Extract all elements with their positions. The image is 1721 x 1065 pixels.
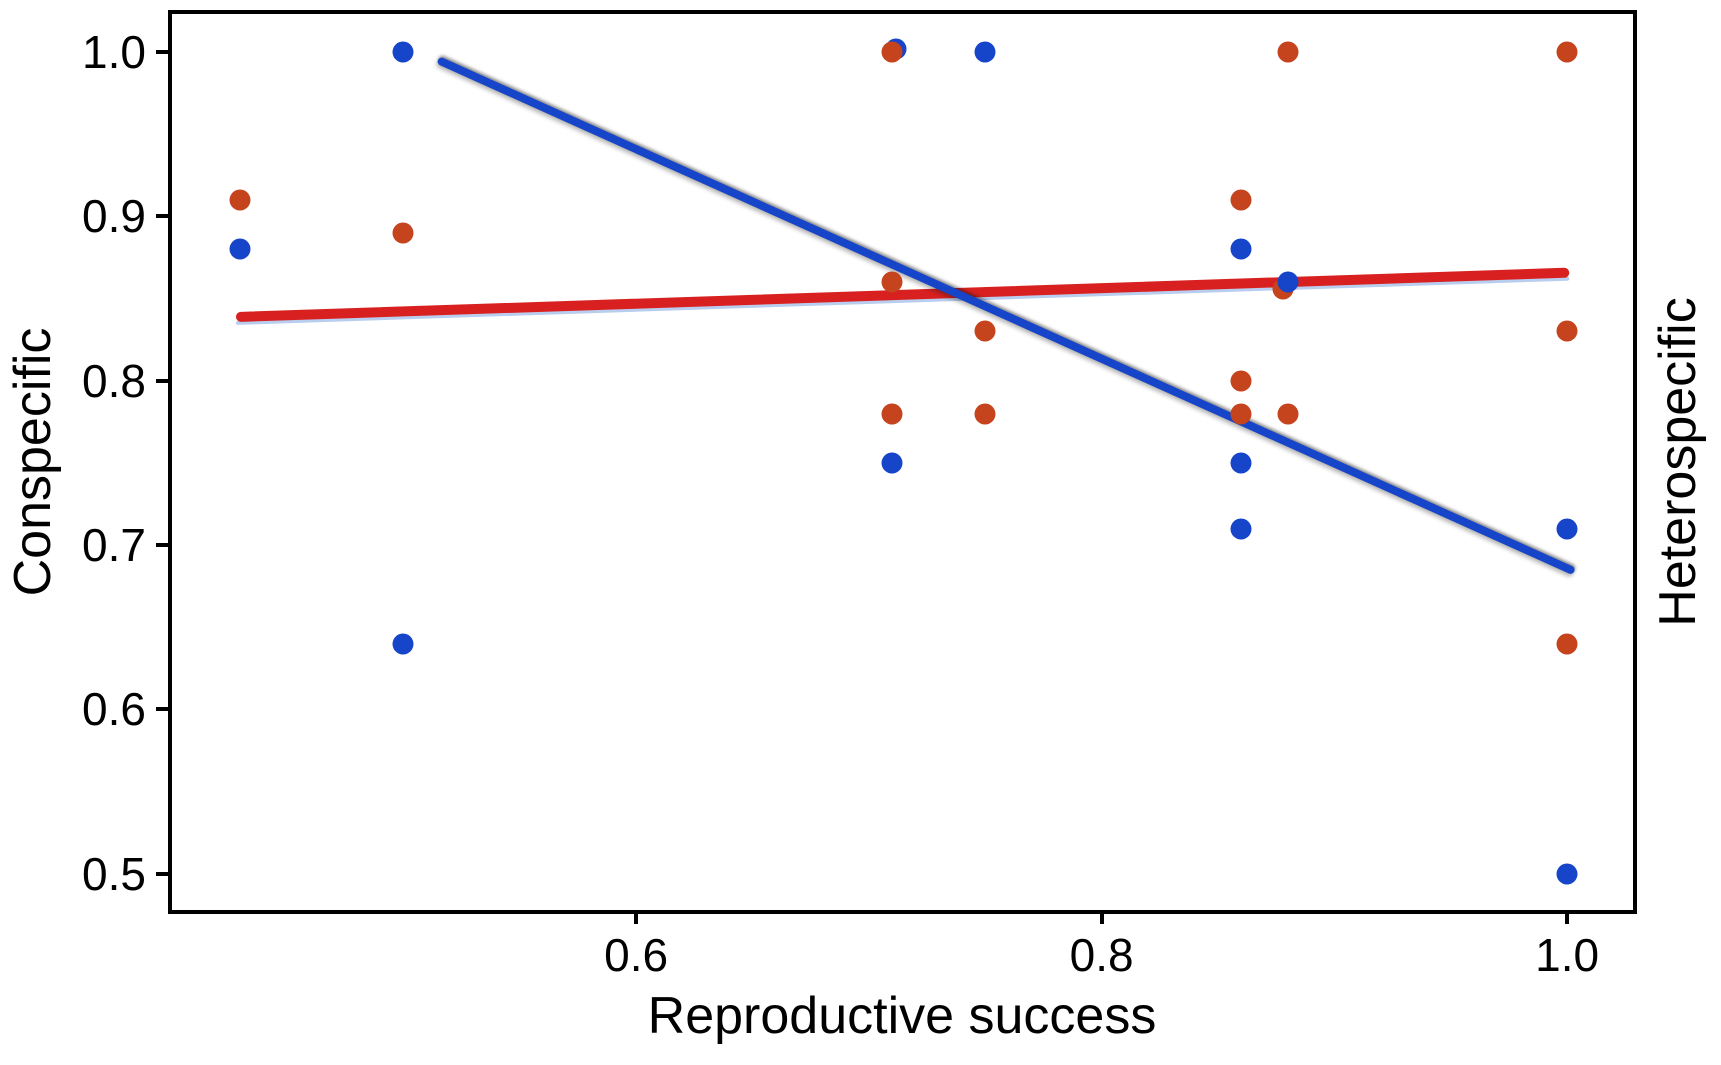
data-point-heterospecific [1230,370,1252,392]
x-tick-mark [1099,910,1104,924]
y-tick-mark [156,49,170,54]
data-point-heterospecific [1230,403,1252,424]
data-point-conspecific [392,41,414,63]
y-tick-mark [156,707,170,712]
x-tick-mark [1565,910,1570,924]
data-point-conspecific [392,633,414,655]
data-point-heterospecific [974,320,996,342]
y-tick-label: 0.7 [82,519,146,572]
data-point-conspecific [1230,452,1252,474]
data-point-conspecific [881,452,903,474]
data-point-conspecific [974,41,996,63]
data-point-heterospecific [1556,41,1578,63]
y-tick-label: 0.5 [82,847,146,900]
y-tick-mark [156,543,170,548]
data-point-conspecific [1277,271,1299,293]
data-point-heterospecific [1556,320,1578,342]
data-point-heterospecific [1230,189,1252,211]
x-axis-label: Reproductive success [647,987,1157,1045]
data-point-conspecific [1556,863,1578,885]
y-tick-label: 0.8 [82,354,146,407]
y-tick-label: 0.6 [82,683,146,736]
data-point-heterospecific [881,403,903,424]
data-point-heterospecific [392,222,414,244]
x-tick-label: 0.8 [1069,929,1134,981]
data-point-conspecific [1556,518,1578,540]
data-point-conspecific [1230,238,1252,260]
data-point-heterospecific [974,403,996,424]
y-tick-mark [156,214,170,219]
y-tick-mark [156,871,170,876]
y-tick-label: 0.9 [82,190,146,243]
x-tick-label: 0.6 [604,929,669,981]
data-point-heterospecific [881,41,903,63]
data-point-conspecific [1230,518,1252,540]
data-point-heterospecific [881,271,903,293]
data-point-heterospecific [1556,633,1578,655]
data-point-conspecific [229,238,251,260]
y-tick-mark [156,378,170,383]
x-tick-label: 1.0 [1535,929,1600,981]
data-point-heterospecific [1277,41,1299,63]
data-point-heterospecific [229,189,251,211]
y-tick-label: 1.0 [82,25,146,78]
x-tick-mark [634,910,639,924]
data-point-heterospecific [1277,403,1299,424]
y-axis-label-right: Heterospecific [1649,297,1707,627]
